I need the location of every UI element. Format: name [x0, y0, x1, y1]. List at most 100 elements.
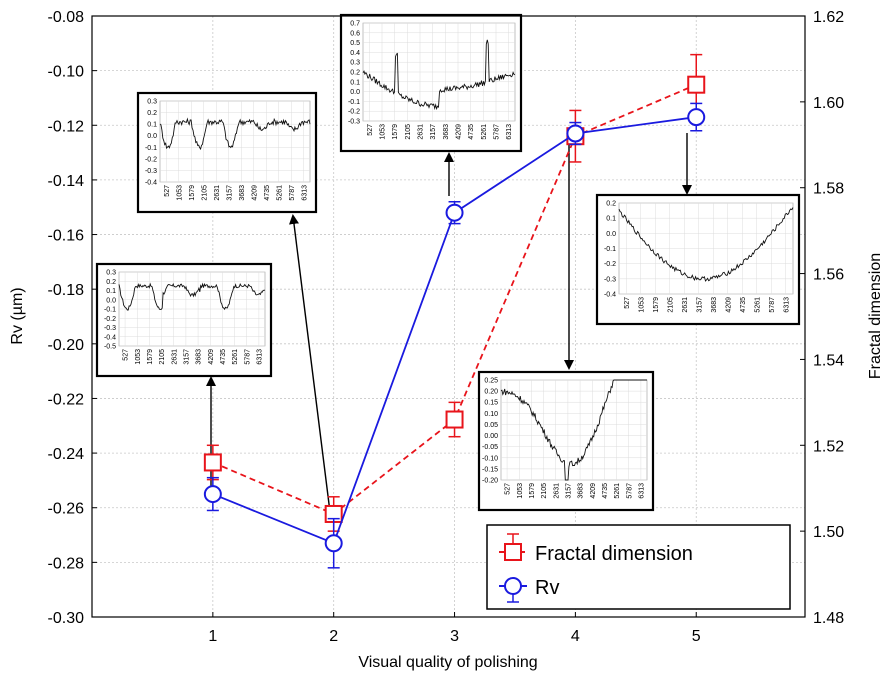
inset-y-tick-label: 0.4: [350, 50, 360, 57]
point-rv: [324, 534, 343, 553]
point-rv: [566, 124, 585, 143]
inset-profile-line: [618, 207, 794, 282]
inset-y-tick-label: -0.3: [348, 119, 360, 126]
inset-x-tick-label: 527: [505, 483, 512, 495]
x-axis-title: Visual quality of polishing: [358, 654, 537, 671]
y-left-tick-label: -0.24: [48, 446, 85, 463]
inset-x-tick-label: 5787: [494, 124, 501, 140]
inset-x-tick-label: 527: [367, 124, 374, 136]
inset-y-tick-label: 0.2: [147, 110, 157, 117]
inset-y-tick-label: 0.0: [606, 231, 616, 238]
inset-y-tick-label: -0.5: [104, 344, 116, 351]
y-right-tick-label: 1.56: [813, 267, 844, 284]
inset-x-tick-label: 4209: [251, 185, 258, 201]
y-right-axis-title: Fractal dimension: [867, 253, 884, 379]
inset-x-tick-label: 3683: [578, 483, 585, 499]
inset-x-tick-label: 2631: [553, 483, 560, 499]
inset-x-tick-label: 5261: [614, 483, 621, 499]
inset-x-tick-label: 2105: [201, 185, 208, 201]
inset-x-tick-label: 5787: [626, 483, 633, 499]
y-right-tick-label: 1.48: [813, 610, 844, 627]
x-tick-label: 2: [329, 628, 338, 645]
inset-x-tick-label: 527: [624, 297, 631, 309]
y-right-tick-label: 1.60: [813, 95, 844, 112]
x-tick-label: 3: [450, 628, 459, 645]
point-rv: [203, 485, 222, 504]
inset-x-tick-label: 3683: [443, 124, 450, 140]
y-right-tick-label: 1.52: [813, 438, 844, 455]
inset-x-tick-label: 1579: [147, 349, 154, 365]
inset-x-tick-label: 2631: [214, 185, 221, 201]
y-left-axis-title: Rv (µm): [9, 287, 26, 344]
inset-x-tick-label: 1579: [392, 124, 399, 140]
inset-y-tick-label: 0.3: [350, 60, 360, 67]
inset-x-tick-label: 3157: [565, 483, 572, 499]
inset-x-tick-label: 1579: [529, 483, 536, 499]
x-tick-label: 1: [208, 628, 217, 645]
inset-x-tick-label: 6313: [256, 349, 263, 365]
inset-x-tick-label: 1053: [176, 185, 183, 201]
x-tick-label: 4: [571, 628, 580, 645]
inset-x-tick-label: 4209: [725, 297, 732, 313]
inset-x-tick-label: 6313: [783, 297, 790, 313]
inset-x-tick-label: 4209: [456, 124, 463, 140]
inset-y-tick-label: -0.2: [104, 316, 116, 323]
inset-y-tick-label: -0.20: [482, 478, 498, 485]
y-right-tick-label: 1.58: [813, 181, 844, 198]
inset-y-tick-label: 0.0: [147, 133, 157, 140]
inset-y-tick-label: 0.3: [147, 99, 157, 106]
inset-x-tick-label: 5787: [244, 349, 251, 365]
inset-3: 0.7 0.6 0.5 0.4 0.3 0.2 0.1 0.0 -0.1 -0.2 -0.3 527 1…: [339, 13, 523, 153]
inset-y-tick-label: -0.4: [604, 292, 616, 299]
point-rv: [445, 203, 464, 222]
y-left-tick-label: -0.10: [48, 64, 85, 81]
inset-x-tick-label: 5787: [769, 297, 776, 313]
inset-y-tick-label: 0.2: [606, 201, 616, 208]
inset-x-tick-label: 1053: [517, 483, 524, 499]
inset-x-tick-label: 5261: [232, 349, 239, 365]
inset-x-tick-label: 4209: [208, 349, 215, 365]
inset-y-tick-label: 0.1: [606, 216, 616, 223]
inset-y-tick-label: 0.15: [484, 400, 498, 407]
inset-y-tick-label: -0.1: [604, 246, 616, 253]
y-left-tick-label: -0.08: [48, 9, 85, 26]
point-fractal: [687, 75, 706, 94]
ticks: -0.08-0.10-0.12-0.14-0.16-0.18-0.20-0.22…: [48, 9, 845, 645]
inset-profile-line: [500, 379, 647, 481]
inset-y-tick-label: 0.2: [106, 279, 116, 286]
inset-y-tick-label: -0.05: [482, 444, 498, 451]
inset-y-tick-label: -0.3: [145, 168, 157, 175]
inset-y-tick-label: 0.0: [106, 297, 116, 304]
inset-y-tick-label: -0.15: [482, 466, 498, 473]
inset-y-tick-label: 0.5: [350, 40, 360, 47]
inset-arrow-2: [289, 214, 331, 513]
inset-y-tick-label: 0.1: [106, 288, 116, 295]
y-right-tick-label: 1.62: [813, 9, 844, 26]
inset-x-tick-label: 1579: [189, 185, 196, 201]
point-fractal: [445, 410, 464, 429]
inset-y-tick-label: 0.20: [484, 389, 498, 396]
y-left-tick-label: -0.20: [48, 337, 85, 354]
inset-x-tick-label: 4735: [740, 297, 747, 313]
inset-x-tick-label: 4735: [602, 483, 609, 499]
y-left-tick-label: -0.30: [48, 610, 85, 627]
inset-x-tick-label: 3157: [226, 185, 233, 201]
inset-x-tick-label: 4735: [468, 124, 475, 140]
inset-x-tick-label: 6313: [301, 185, 308, 201]
inset-x-tick-label: 2631: [171, 349, 178, 365]
plot-frame: [91, 15, 806, 618]
inset-x-tick-label: 2105: [541, 483, 548, 499]
y-left-tick-label: -0.18: [48, 282, 85, 299]
legend-rv-marker: [504, 577, 522, 595]
inset-x-tick-label: 5261: [754, 297, 761, 313]
y-left-tick-label: -0.16: [48, 228, 85, 245]
inset-x-tick-label: 1053: [638, 297, 645, 313]
point-rv: [687, 108, 706, 127]
inset-y-tick-label: 0.00: [484, 433, 498, 440]
inset-x-tick-label: 3157: [183, 349, 190, 365]
legend-fractal-marker: [504, 543, 522, 561]
inset-x-tick-label: 4735: [264, 185, 271, 201]
inset-y-tick-label: 0.7: [350, 21, 360, 28]
inset-y-tick-label: -0.3: [604, 276, 616, 283]
legend-rv-label: Rv: [535, 577, 559, 599]
